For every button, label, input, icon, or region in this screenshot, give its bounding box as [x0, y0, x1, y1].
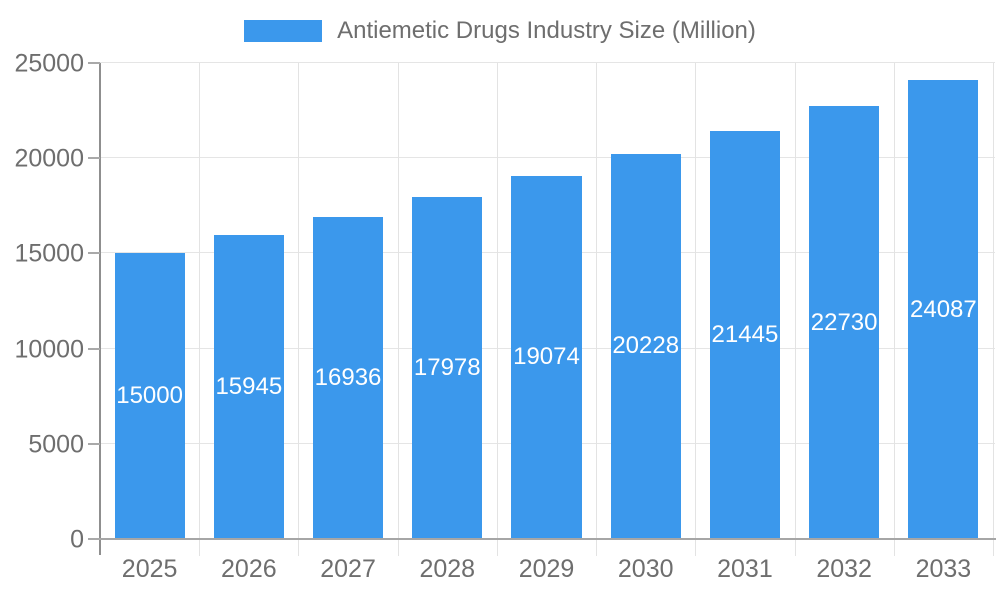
- x-gridline: [695, 63, 697, 556]
- bar[interactable]: 22730: [809, 106, 880, 539]
- x-axis-tick-label: 2030: [617, 555, 674, 583]
- x-gridline: [893, 63, 895, 556]
- legend-label: Antiemetic Drugs Industry Size (Million): [337, 17, 756, 44]
- bar-value-label: 19074: [513, 343, 580, 371]
- y-tick-mark: [88, 347, 100, 350]
- y-axis-tick-label: 10000: [14, 335, 84, 364]
- y-gridline: [100, 62, 995, 63]
- bar[interactable]: 16936: [312, 216, 384, 539]
- bar-value-label: 15945: [215, 373, 283, 401]
- y-axis-line: [99, 63, 101, 555]
- x-axis-tick-label: 2031: [717, 555, 773, 583]
- x-axis-tick-label: 2033: [915, 555, 972, 583]
- legend-swatch-icon: [244, 20, 323, 42]
- x-gridline: [794, 63, 796, 556]
- y-axis-tick-label: 15000: [14, 239, 84, 268]
- bar-value-label: 17978: [413, 353, 481, 381]
- legend[interactable]: Antiemetic Drugs Industry Size (Million): [0, 13, 1000, 49]
- y-axis-tick-label: 20000: [14, 144, 84, 173]
- bar-value-label: 24087: [910, 295, 977, 323]
- bar[interactable]: 15945: [213, 235, 284, 539]
- bar[interactable]: 24087: [908, 80, 979, 539]
- bar[interactable]: 21445: [709, 130, 780, 539]
- y-tick-mark: [88, 442, 100, 445]
- y-axis-tick-label: 0: [70, 525, 84, 554]
- x-gridline: [993, 63, 994, 556]
- x-axis-tick-label: 2032: [816, 555, 872, 583]
- bar[interactable]: 20228: [610, 153, 681, 539]
- bar[interactable]: 17978: [412, 196, 483, 539]
- y-tick-mark: [88, 538, 100, 540]
- x-axis-line: [99, 538, 996, 540]
- y-tick-mark: [88, 62, 100, 64]
- y-axis-labels: 0 5000 10000 15000 20000 25000: [0, 51, 84, 552]
- x-axis-tick-label: 2026: [221, 555, 277, 583]
- bar-value-label: 15000: [116, 382, 183, 410]
- bar[interactable]: 15000: [114, 253, 185, 539]
- x-axis-tick-label: 2027: [320, 555, 376, 583]
- bar-value-label: 21445: [711, 320, 779, 348]
- bar-value-label: 22730: [810, 308, 878, 336]
- y-tick-mark: [88, 157, 100, 160]
- x-gridline: [298, 63, 300, 556]
- y-gridline: [100, 157, 995, 159]
- y-tick-mark: [88, 252, 100, 255]
- x-axis-tick-label: 2029: [518, 555, 575, 583]
- x-gridline: [596, 63, 598, 556]
- x-axis-labels: 2025 2026 2027 2028 2029 2030 2031 2032 2033: [100, 555, 993, 592]
- x-gridline: [397, 63, 399, 556]
- y-axis-tick-label: 5000: [28, 430, 84, 459]
- y-axis-tick-label: 25000: [14, 49, 84, 78]
- x-gridline: [199, 63, 201, 556]
- bar-value-label: 20228: [612, 332, 680, 360]
- x-axis-tick-label: 2028: [419, 555, 476, 583]
- x-gridline: [496, 63, 498, 556]
- x-axis-tick-label: 2025: [121, 555, 178, 583]
- plot-area: 15000 15945 16936 17978 19074 20228 21445 22730…: [88, 62, 996, 556]
- bar[interactable]: 19074: [511, 175, 582, 539]
- bar-value-label: 16936: [314, 363, 382, 391]
